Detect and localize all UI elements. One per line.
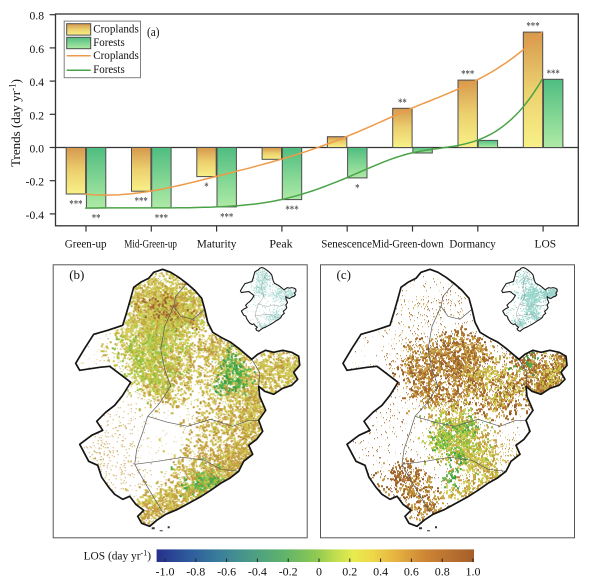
svg-text:0.2: 0.2 xyxy=(30,109,45,122)
svg-text:(c): (c) xyxy=(337,267,351,282)
svg-text:***: *** xyxy=(155,212,168,224)
svg-text:0.2: 0.2 xyxy=(342,565,357,579)
svg-text:0.8: 0.8 xyxy=(435,565,450,579)
svg-text:Senescence: Senescence xyxy=(321,238,372,250)
svg-text:**: ** xyxy=(92,213,101,225)
svg-text:***: *** xyxy=(285,204,298,216)
svg-text:0: 0 xyxy=(316,565,322,579)
svg-text:-0.8: -0.8 xyxy=(186,565,205,579)
svg-text:Mid-Green-up: Mid-Green-up xyxy=(124,238,177,250)
svg-text:(a): (a) xyxy=(147,24,160,39)
svg-text:0.8: 0.8 xyxy=(30,10,45,23)
svg-text:Forests: Forests xyxy=(93,37,125,49)
svg-text:Forests: Forests xyxy=(93,64,125,76)
svg-text:***: *** xyxy=(220,211,233,223)
svg-text:Green-up: Green-up xyxy=(65,238,107,250)
svg-text:0.6: 0.6 xyxy=(30,43,45,56)
svg-text:0.0: 0.0 xyxy=(30,143,45,156)
svg-text:LOS (day yr-1): LOS (day yr-1) xyxy=(84,549,152,563)
svg-text:***: *** xyxy=(547,68,560,80)
svg-text:-0.4: -0.4 xyxy=(26,209,45,222)
svg-text:Croplands: Croplands xyxy=(93,50,139,62)
svg-text:1.0: 1.0 xyxy=(466,565,481,579)
svg-text:Peak: Peak xyxy=(269,238,293,250)
svg-text:-1.0: -1.0 xyxy=(156,565,175,579)
svg-text:-0.6: -0.6 xyxy=(217,565,236,579)
svg-text:Mid-Green-down: Mid-Green-down xyxy=(372,238,444,250)
svg-text:***: *** xyxy=(526,21,539,33)
svg-text:**: ** xyxy=(398,97,407,109)
svg-text:Croplands: Croplands xyxy=(93,23,139,35)
svg-text:-0.4: -0.4 xyxy=(248,565,267,579)
svg-text:LOS: LOS xyxy=(534,238,556,250)
svg-text:0.4: 0.4 xyxy=(30,76,45,89)
svg-text:0.4: 0.4 xyxy=(373,565,388,579)
svg-text:*: * xyxy=(355,182,360,194)
svg-text:(b): (b) xyxy=(69,267,84,282)
svg-text:-0.2: -0.2 xyxy=(26,176,45,189)
svg-text:Dormancy: Dormancy xyxy=(449,238,496,250)
svg-text:***: *** xyxy=(461,69,474,81)
svg-text:Maturity: Maturity xyxy=(197,238,237,250)
svg-text:***: *** xyxy=(69,198,82,210)
svg-text:Trends (day yr-1): Trends (day yr-1) xyxy=(8,79,24,167)
svg-text:*: * xyxy=(204,181,209,193)
svg-text:-0.2: -0.2 xyxy=(279,565,298,579)
svg-text:***: *** xyxy=(135,196,148,208)
svg-text:0.6: 0.6 xyxy=(404,565,419,579)
